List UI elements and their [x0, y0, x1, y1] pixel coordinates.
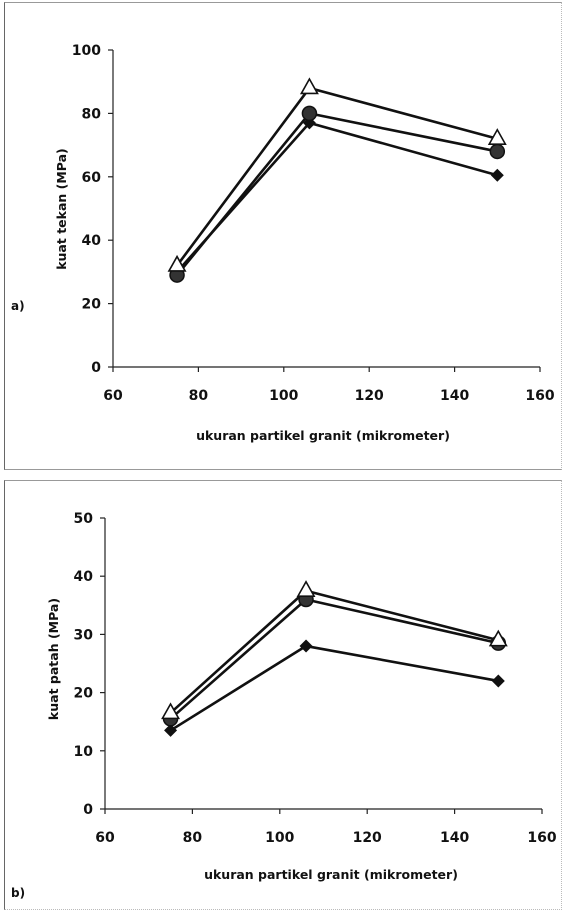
- chart-a-series-line-diamond: [176, 121, 498, 273]
- chart-b-x-tick-label: 140: [440, 830, 469, 846]
- chart-a-panel-label: a): [11, 299, 25, 313]
- chart-a-point-circle: [489, 143, 506, 160]
- chart-b-y-axis-title: kuat patah (MPa): [46, 598, 61, 720]
- chart-a-y-tick-label: 40: [82, 233, 102, 249]
- chart-a-svg: 0 20 40 60 80 100 60 80 100 120 140 160 ukuran part…: [54, 43, 555, 443]
- chart-a-x-axis-title: ukuran partikel granit (mikrometer): [196, 428, 450, 443]
- chart-a-series-line-circle: [176, 112, 498, 276]
- chart-b-y-tick-label: 50: [74, 511, 94, 527]
- chart-a-y-tick-label: 100: [72, 43, 101, 59]
- chart-b-point-triangle: [161, 702, 181, 720]
- chart-a-point-diamond: [490, 168, 504, 182]
- chart-b-x-tick-label: 100: [265, 830, 294, 846]
- chart-a-point-triangle: [487, 128, 507, 145]
- chart-b-point-diamond: [164, 723, 178, 737]
- chart-b-point-triangle: [488, 629, 508, 647]
- chart-a-x-tick-label: 120: [355, 388, 384, 404]
- chart-b-x-axis-title: ukuran partikel granit (mikrometer): [204, 867, 458, 882]
- chart-a-x-tick-label: 100: [269, 388, 298, 404]
- chart-a-x-tick-label: 160: [525, 388, 554, 404]
- chart-b-svg: 0 10 20 30 40 50 60 80 100 120 140 160 ukuran parti…: [46, 511, 557, 882]
- chart-a-x-tick-label: 140: [440, 388, 469, 404]
- chart-b-point-diamond: [299, 639, 313, 653]
- chart-a-y-tick-label: 80: [82, 106, 102, 122]
- chart-b-series-line-diamond: [169, 644, 499, 732]
- chart-b-point-diamond: [491, 674, 505, 688]
- chart-a-series-line-triangle: [176, 86, 498, 267]
- chart-b-y-tick-label: 30: [74, 627, 94, 643]
- chart-b-y-tick-label: 0: [83, 802, 93, 818]
- chart-b-x-tick-label: 120: [353, 830, 382, 846]
- chart-a-point-circle: [301, 105, 318, 122]
- chart-a-x-tick-label: 80: [189, 388, 209, 404]
- chart-a-y-tick-label: 60: [82, 170, 102, 186]
- chart-b-panel-label: b): [11, 886, 26, 900]
- chart-a-y-axis-title: kuat tekan (MPa): [54, 148, 69, 270]
- chart-a-y-tick-label: 0: [91, 360, 101, 376]
- chart-b-x-tick-label: 160: [527, 830, 556, 846]
- chart-a-x-tick-label: 60: [103, 388, 123, 404]
- chart-b-y-tick-label: 10: [74, 744, 94, 760]
- chart-a-point-triangle: [167, 254, 187, 272]
- chart-b-x-tick-label: 60: [95, 830, 115, 846]
- chart-b-x-tick-label: 80: [183, 830, 203, 846]
- chart-b-y-tick-label: 20: [74, 686, 94, 702]
- chart-b-y-tick-label: 40: [74, 569, 94, 585]
- chart-panel-b: 0 10 20 30 40 50 60 80 100 120 140 160 ukuran parti…: [4, 480, 562, 910]
- chart-b-point-triangle: [296, 580, 316, 597]
- chart-a-y-tick-label: 20: [82, 297, 102, 313]
- chart-a-point-triangle: [299, 77, 319, 95]
- chart-panel-a: 0 20 40 60 80 100 60 80 100 120 140 160 ukuran part…: [4, 2, 562, 470]
